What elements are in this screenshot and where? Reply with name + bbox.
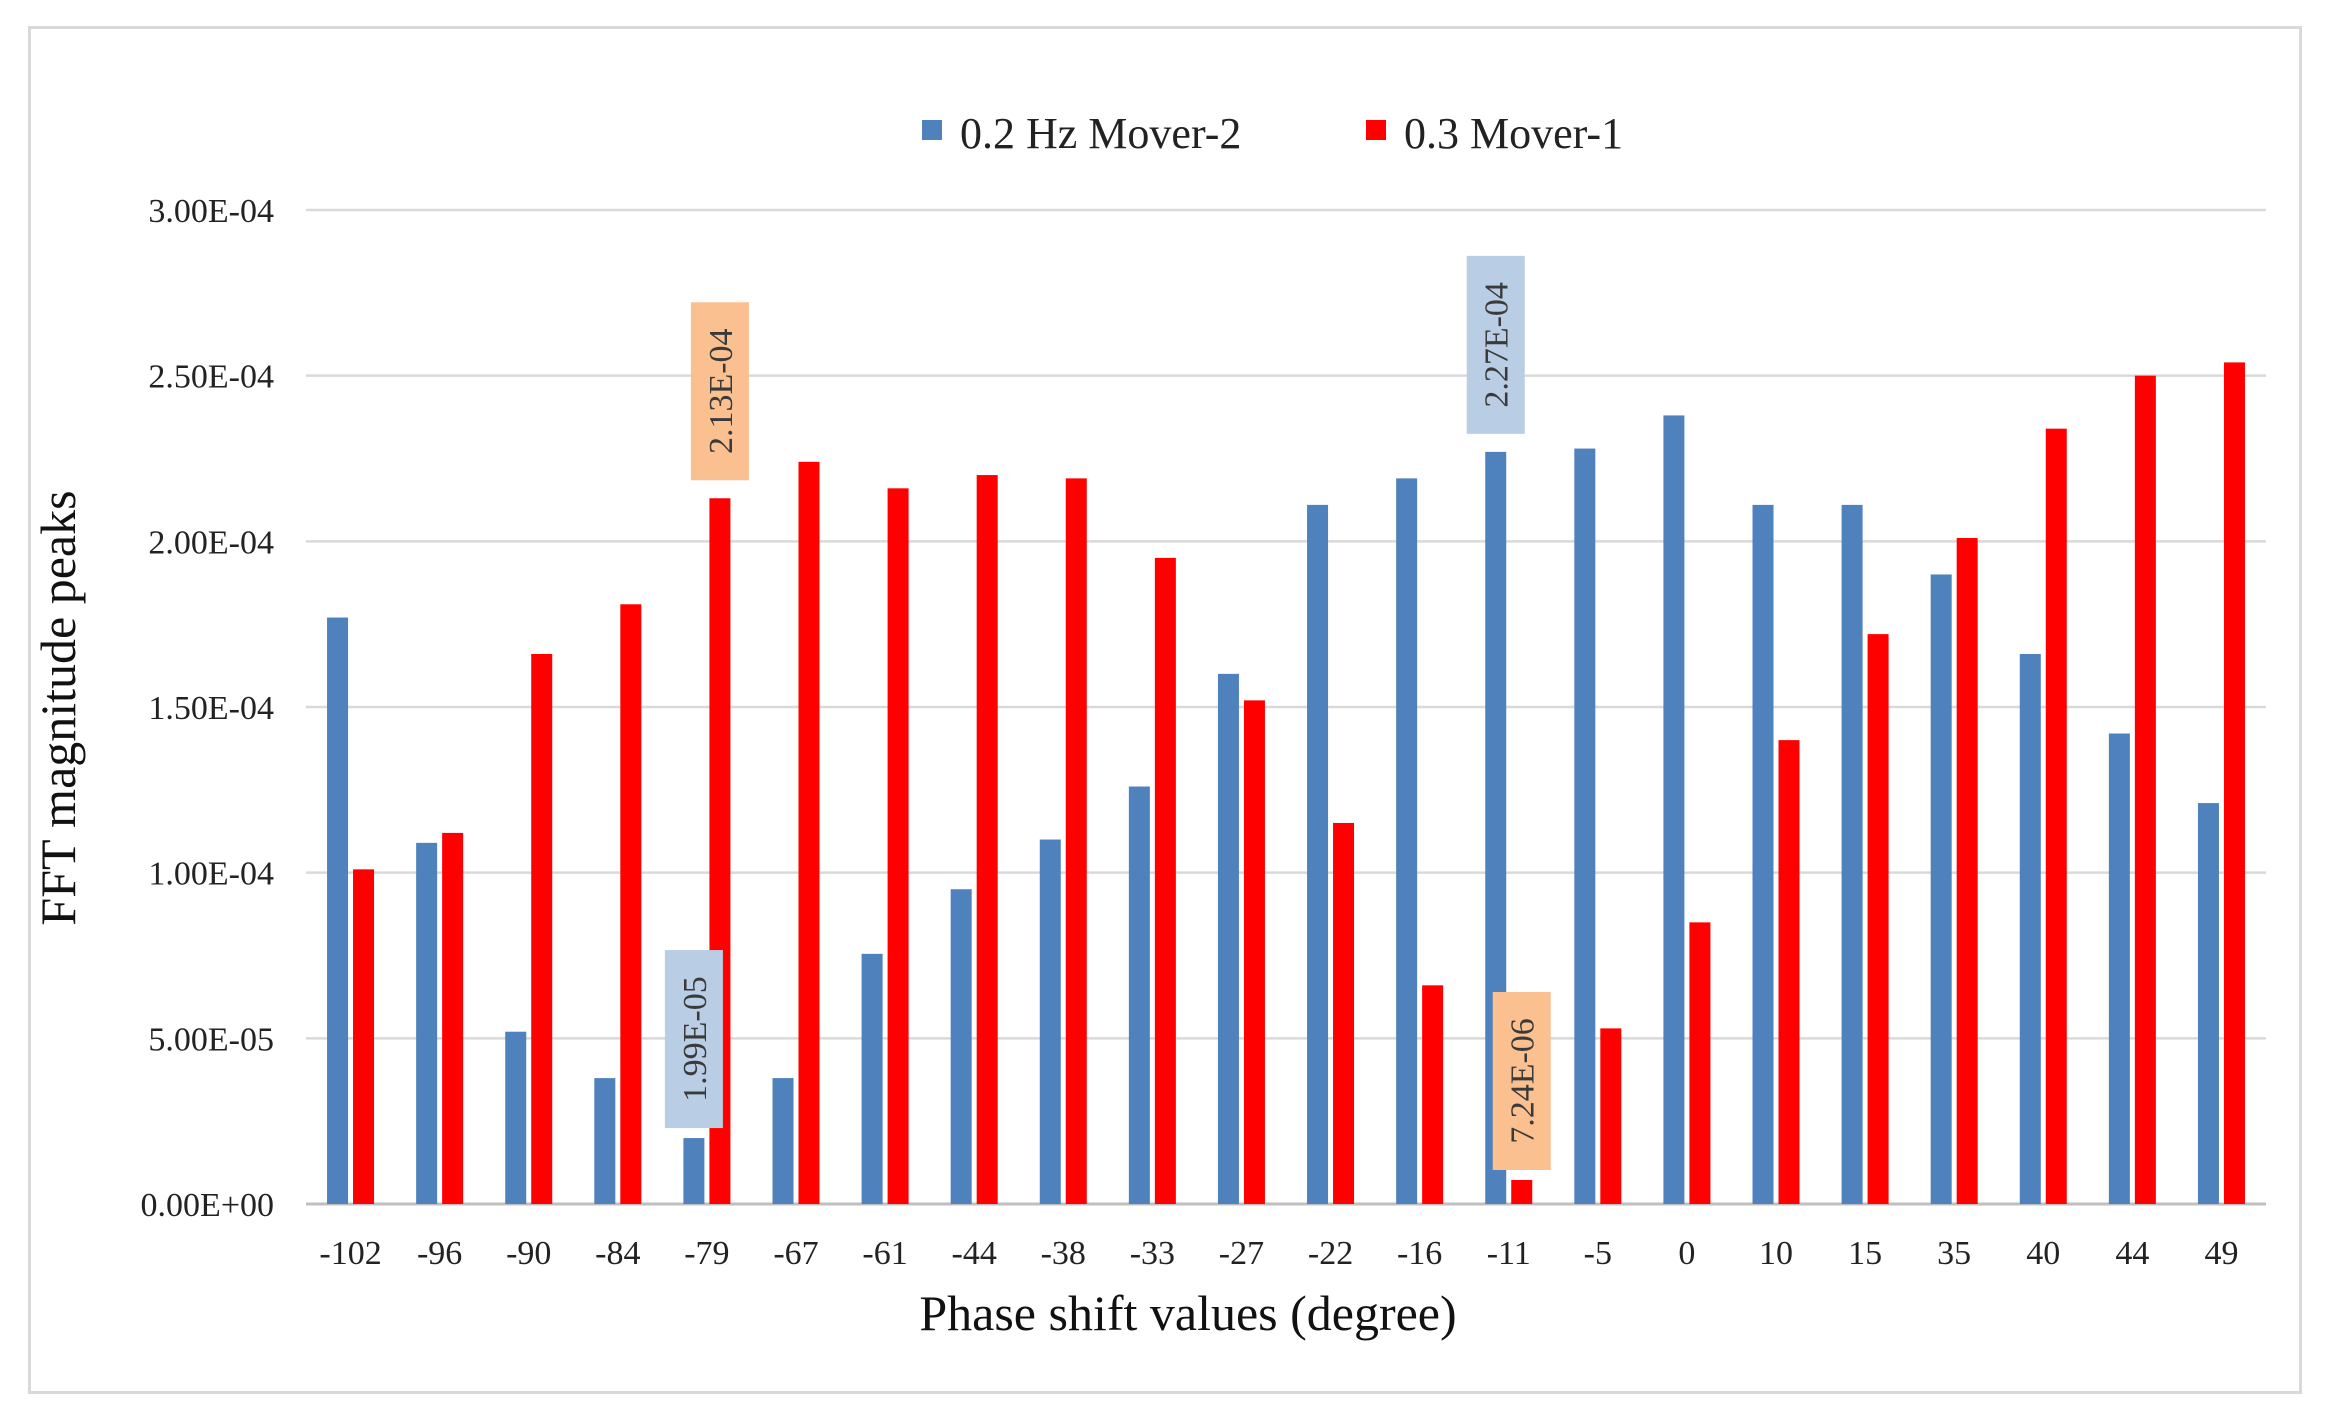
bar-mover2-35: [1930, 574, 1952, 1204]
x-axis-ticks: -102 -96 -90 -84 -79 -67 -61 -44 -38 -33 -27 -22 -16…: [319, 1235, 2238, 1272]
bar-mover2--16: [1396, 478, 1418, 1204]
x-tick-label: -33: [1130, 1235, 1175, 1272]
bar-mover1-0: [1689, 922, 1711, 1204]
y-axis-title: FFT magnitude peaks: [30, 490, 86, 925]
bar-mover2-0: [1663, 415, 1685, 1205]
annotation-text: 7.24E-06: [1505, 1018, 1542, 1144]
x-tick-label: 40: [2026, 1235, 2060, 1272]
x-tick-label: -22: [1308, 1235, 1353, 1272]
legend: 0.2 Hz Mover-2 0.3 Mover-1: [922, 109, 1623, 158]
annotation-text: 1.99E-05: [677, 976, 714, 1102]
bar-mover1--5: [1600, 1028, 1622, 1204]
y-tick-label: 0.00E+00: [141, 1187, 274, 1224]
bar-mover1--61: [887, 488, 909, 1204]
bar-mover1-15: [1867, 634, 1889, 1204]
x-tick-label: 49: [2204, 1235, 2238, 1272]
x-tick-label: 0: [1678, 1235, 1695, 1272]
annotation-box: [1466, 255, 1525, 434]
x-axis-title: Phase shift values (degree): [919, 1285, 1456, 1341]
x-tick-label: -27: [1219, 1235, 1264, 1272]
x-tick-label: -16: [1397, 1235, 1442, 1272]
bar-mover1--102: [353, 869, 375, 1204]
x-tick-label: -90: [506, 1235, 551, 1272]
bar-mover1--84: [620, 604, 642, 1204]
x-tick-label: -61: [862, 1235, 907, 1272]
x-tick-label: -11: [1487, 1235, 1531, 1272]
data-annotations: 2.13E-04 1.99E-05 2.27E-04 7.24E-06: [664, 255, 1551, 1171]
bar-mover2--38: [1039, 839, 1061, 1204]
y-tick-label: 5.00E-05: [148, 1021, 274, 1058]
x-tick-label: -5: [1584, 1235, 1612, 1272]
y-tick-label: 3.00E-04: [148, 193, 274, 230]
y-tick-label: 1.00E-04: [148, 856, 274, 893]
x-tick-label: -102: [319, 1235, 381, 1272]
bar-mover2--44: [950, 889, 972, 1204]
bar-mover1--38: [1065, 478, 1087, 1204]
x-tick-label: -84: [595, 1235, 640, 1272]
legend-swatch-series-1: [922, 120, 942, 140]
bar-mover2--22: [1307, 504, 1329, 1204]
legend-label-series-2: 0.3 Mover-1: [1404, 109, 1623, 158]
bar-mover2--61: [861, 953, 883, 1204]
bar-mover1--22: [1333, 822, 1355, 1204]
bar-mover1--33: [1154, 557, 1176, 1204]
annotation-box: [664, 950, 723, 1129]
annotation-text: 2.27E-04: [1479, 282, 1516, 408]
bar-mover2--67: [772, 1078, 794, 1204]
x-tick-label: -96: [417, 1235, 462, 1272]
x-tick-label: -67: [773, 1235, 818, 1272]
annotation-label: 7.24E-06: [1492, 992, 1551, 1171]
bar-mover1--16: [1422, 985, 1444, 1204]
bar-mover2--84: [594, 1078, 616, 1204]
bar-mover2--102: [327, 617, 349, 1204]
annotation-text: 2.13E-04: [703, 328, 740, 454]
bar-mover2--96: [416, 842, 438, 1204]
y-axis-ticks: 0.00E+00 5.00E-05 1.00E-04 1.50E-04 2.00E-04…: [141, 193, 274, 1224]
y-tick-label: 1.50E-04: [148, 690, 274, 727]
bar-mover1-44: [2134, 375, 2156, 1205]
bar-mover1-10: [1778, 740, 1800, 1204]
bar-mover1-49: [2223, 362, 2245, 1204]
y-tick-label: 2.00E-04: [148, 524, 274, 561]
bar-mover2-44: [2108, 733, 2130, 1204]
x-tick-label: 15: [1848, 1235, 1882, 1272]
x-tick-label: 35: [1937, 1235, 1971, 1272]
bar-mover1--27: [1243, 700, 1265, 1204]
bar-mover1--11: [1511, 1180, 1533, 1204]
bar-mover1--67: [798, 461, 820, 1204]
bar-mover2-15: [1841, 504, 1863, 1204]
bar-mover1-40: [2045, 428, 2067, 1204]
bar-mover2-49: [2197, 803, 2219, 1204]
legend-label-series-1: 0.2 Hz Mover-2: [960, 109, 1241, 158]
annotation-box: [1492, 992, 1551, 1171]
x-tick-label: -38: [1041, 1235, 1086, 1272]
x-tick-label: 10: [1759, 1235, 1793, 1272]
bar-mover2--27: [1217, 673, 1239, 1204]
y-tick-label: 2.50E-04: [148, 359, 274, 396]
annotation-box: [690, 302, 749, 481]
bar-mover2--79: [683, 1138, 705, 1204]
annotation-label: 1.99E-05: [664, 950, 723, 1129]
annotation-label: 2.13E-04: [690, 302, 749, 481]
bars: [327, 362, 2245, 1205]
bar-mover1--44: [976, 475, 998, 1205]
bar-mover2--33: [1128, 786, 1150, 1204]
bar-mover2--5: [1574, 448, 1596, 1204]
bar-mover2--90: [505, 1031, 527, 1204]
bar-mover2-10: [1752, 504, 1774, 1204]
x-tick-label: -79: [684, 1235, 729, 1272]
bar-mover1--90: [531, 653, 553, 1204]
x-tick-label: 44: [2115, 1235, 2149, 1272]
annotation-label: 2.27E-04: [1466, 255, 1525, 434]
bar-mover1--96: [442, 832, 464, 1204]
bar-mover1-35: [1956, 538, 1978, 1204]
x-tick-label: -44: [952, 1235, 997, 1272]
legend-swatch-series-2: [1366, 120, 1386, 140]
bar-mover2-40: [2019, 653, 2041, 1204]
